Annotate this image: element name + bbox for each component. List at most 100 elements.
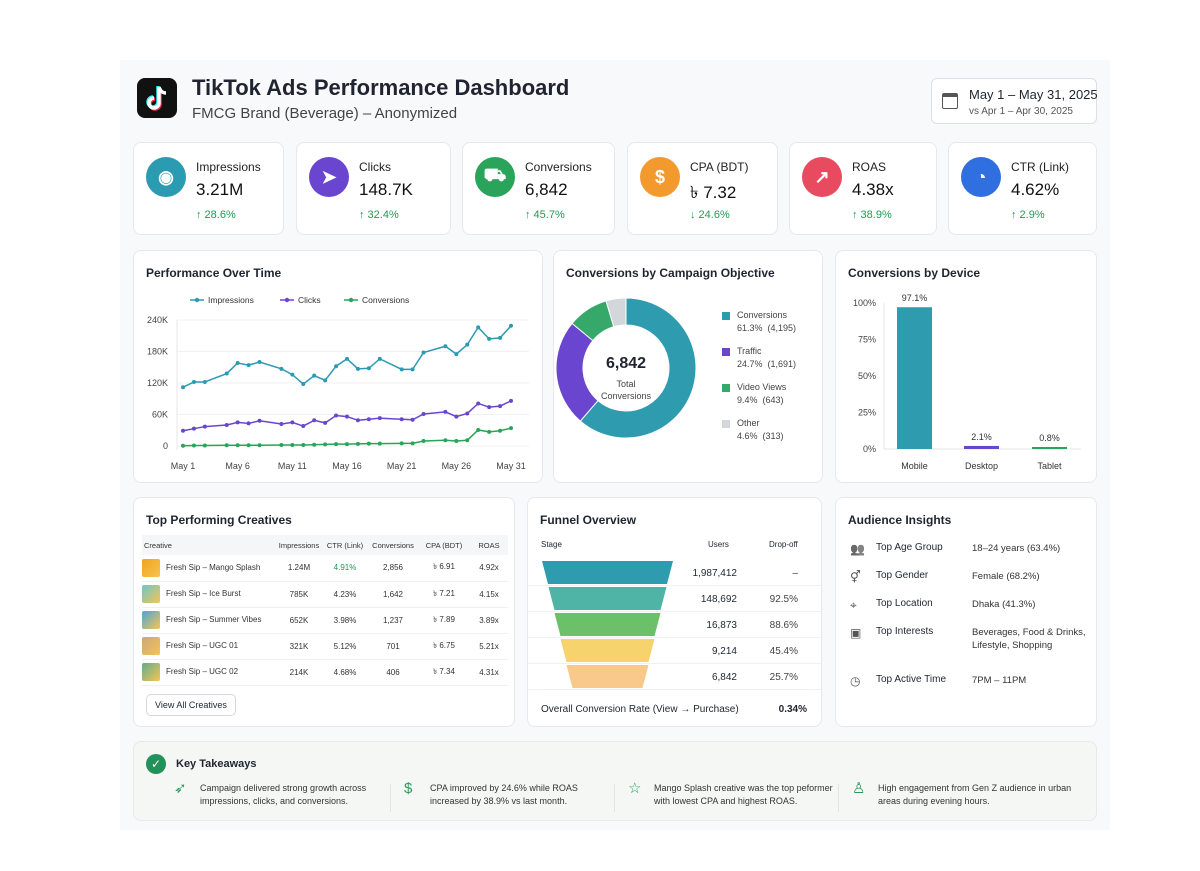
bar-value-label: 0.8%	[1039, 433, 1060, 443]
table-row[interactable]: Fresh Sip – Summer Vibes 652K 3.98% 1,237 ৳ …	[142, 607, 508, 634]
audience-value: Dhaka (41.3%)	[972, 599, 1036, 610]
kpi-card-ctr-link[interactable]: ◔ CTR (Link) 4.62% ↑ 2.9%	[948, 142, 1097, 235]
funnel-users: 6,842	[711, 672, 737, 683]
device-bar-chart: 0% 25% 50% 75% 100% 97.1% Mobile 2.1% Desktop 0.8…	[853, 293, 1081, 471]
date-range-picker[interactable]: May 1 – May 31, 2025 vs Apr 1 – Apr 30, …	[931, 78, 1098, 124]
dollar-icon: $	[640, 157, 680, 197]
data-point	[399, 417, 404, 422]
legend-value: 24.7% (1,691)	[737, 359, 797, 369]
kpi-label: Clicks	[359, 160, 391, 174]
funnel-users: 1,987,412	[692, 568, 738, 579]
card-title: Funnel Overview	[540, 513, 637, 527]
data-point	[257, 360, 262, 364]
column-header[interactable]: Conversions	[368, 535, 418, 555]
users-icon: 👥	[850, 542, 865, 556]
funnel-stage[interactable]: 16,873 88.6%	[528, 612, 821, 638]
funnel-stage[interactable]: 1,987,412 –	[528, 560, 821, 586]
overall-conversion-label: Overall Conversion Rate (View → Purchase…	[541, 704, 739, 715]
cell-conversions: 1,237	[368, 607, 418, 634]
audience-row: ⌖ Top Location Dhaka (41.3%)	[850, 598, 1094, 613]
bar-tablet[interactable]	[1032, 447, 1067, 449]
bar-desktop[interactable]	[964, 445, 999, 449]
funnel-bar	[548, 587, 667, 610]
page-title: TikTok Ads Performance Dashboard	[192, 75, 570, 100]
data-point	[279, 442, 284, 447]
data-point	[334, 364, 339, 369]
funnel-bar	[542, 561, 673, 584]
view-all-creatives-button[interactable]: View All Creatives	[146, 694, 236, 716]
cell-cpa-bdt: ৳ 6.91	[418, 555, 470, 582]
legend-item: Traffic 24.7% (1,691)	[722, 345, 796, 371]
donut-slice-other[interactable]	[605, 297, 627, 328]
data-point	[257, 418, 262, 423]
column-header[interactable]: Impressions	[276, 535, 322, 555]
data-point	[366, 366, 371, 371]
interests-icon: ▣	[850, 626, 862, 640]
data-point	[290, 372, 295, 377]
data-point	[498, 428, 503, 433]
bar-mobile[interactable]	[897, 307, 932, 449]
legend-label: Impressions	[208, 295, 254, 305]
key-takeaways-card: ✓ Key Takeaways ➶ Campaign delivered str…	[133, 741, 1097, 821]
cell-ctr-link: 4.23%	[322, 581, 368, 608]
table-row[interactable]: Fresh Sip – Mango Splash 1.24M 4.91% 2,856 ৳…	[142, 555, 508, 582]
divider	[390, 784, 391, 812]
creative-thumbnail	[142, 637, 160, 655]
cell-roas: 3.89x	[470, 607, 508, 634]
data-point	[421, 411, 426, 416]
x-tick-label: May 26	[442, 461, 472, 471]
kpi-card-cpa-bdt[interactable]: $ CPA (BDT) ৳ 7.32 ↓ 24.6%	[627, 142, 778, 235]
takeaway-item: $ CPA improved by 24.6% while ROAS incre…	[404, 780, 610, 808]
data-point	[465, 342, 470, 347]
data-point	[345, 414, 349, 419]
kpi-card-clicks[interactable]: ➤ Clicks 148.7K ↑ 32.4%	[296, 142, 451, 235]
cell-ctr-link: 4.91%	[322, 555, 368, 582]
legend-marker	[194, 297, 200, 303]
kpi-card-impressions[interactable]: ◉ Impressions 3.21M ↑ 28.6%	[133, 142, 284, 235]
data-point	[224, 371, 229, 376]
dollar-circle-icon: $	[404, 780, 413, 797]
data-point	[498, 404, 503, 409]
funnel-stage[interactable]: 6,842 25.7%	[528, 664, 821, 690]
y-tick-label: 240K	[147, 315, 168, 325]
funnel-dropoff: 45.4%	[769, 646, 798, 657]
cell-roas: 5.21x	[470, 633, 508, 660]
data-point	[443, 409, 448, 414]
takeaway-text: CPA improved by 24.6% while ROAS increas…	[430, 783, 578, 806]
creative-thumbnail	[142, 611, 160, 629]
legend-item: Conversions 61.3% (4,195)	[722, 309, 796, 335]
column-header[interactable]: Creative	[142, 535, 276, 555]
funnel-stage[interactable]: 148,692 92.5%	[528, 586, 821, 612]
column-header[interactable]: ROAS	[470, 535, 508, 555]
data-point	[421, 350, 426, 355]
column-header[interactable]: CPA (BDT)	[418, 535, 470, 555]
data-point	[224, 443, 229, 448]
audience-label: Top Active Time	[876, 674, 947, 685]
donut-slice-conversions[interactable]	[579, 297, 697, 439]
audience-label: Top Interests	[876, 626, 934, 637]
takeaway-text: High engagement from Gen Z audience in u…	[878, 783, 1072, 806]
donut-center-label: Total Conversions	[600, 379, 652, 401]
table-row[interactable]: Fresh Sip – UGC 01 321K 5.12% 701 ৳ 6.75 5.21…	[142, 633, 508, 660]
card-title: Conversions by Device	[848, 266, 981, 280]
kpi-change: ↑ 2.9%	[1011, 209, 1045, 221]
donut-center-value: 6,842	[605, 355, 647, 372]
audience-value: Beverages, Food & Drinks, Lifestyle, Sho…	[972, 627, 1086, 651]
data-point	[355, 366, 360, 371]
y-tick-label: 25%	[858, 408, 876, 418]
data-point	[454, 352, 459, 357]
cell-impressions: 785K	[276, 581, 322, 608]
column-header[interactable]: CTR (Link)	[322, 535, 368, 555]
audience-value: Female (68.2%)	[972, 571, 1040, 582]
table-row[interactable]: Fresh Sip – UGC 02 214K 4.68% 406 ৳ 7.34 4.31…	[142, 659, 508, 686]
legend-swatch	[722, 384, 730, 392]
overall-conversion-value: 0.34%	[778, 704, 807, 715]
data-point	[334, 442, 339, 447]
location-pin-icon: ⌖	[850, 598, 857, 612]
funnel-stage[interactable]: 9,214 45.4%	[528, 638, 821, 664]
table-row[interactable]: Fresh Sip – Ice Burst 785K 4.23% 1,642 ৳ 7.2…	[142, 581, 508, 608]
data-point	[246, 363, 251, 368]
kpi-card-roas[interactable]: ↗ ROAS 4.38x ↑ 38.9%	[789, 142, 937, 235]
performance-line-chart: 0 60K 120K 180K 240K May 1 May 6 May 11 May 16 Ma…	[147, 295, 529, 471]
kpi-card-conversions[interactable]: ⛟ Conversions 6,842 ↑ 45.7%	[462, 142, 615, 235]
